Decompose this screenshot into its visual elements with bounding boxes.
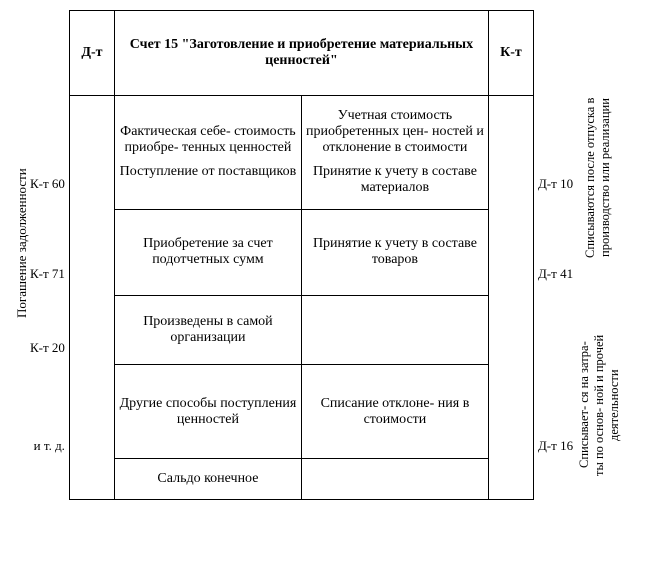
kt-column-spacer — [488, 95, 533, 499]
debit-cell-1: Приобретение за счет подотчетных сумм — [114, 210, 301, 296]
right-code-1: Д-т 41 — [538, 198, 573, 288]
left-code-0: К-т 60 — [30, 80, 65, 198]
credit-cell-0-bot: Принятие к учету в составе материалов — [302, 160, 488, 200]
right-vertical-lower: Списывает- ся на затра- ты по основ- ной… — [577, 334, 622, 476]
header-title: Счет 15 "Заготовление и приобретение мат… — [114, 11, 488, 96]
right-vertical-upper: Списываются после отпуска в производство… — [577, 80, 619, 276]
credit-cell-3: Списание отклоне- ния в стоимости — [301, 365, 488, 459]
credit-cell-0-top: Учетная стоимость приобретенных цен- нос… — [302, 104, 488, 160]
left-code-2: К-т 20 — [30, 288, 65, 362]
left-code-1: К-т 71 — [30, 198, 65, 288]
left-code-3: и т. д. — [34, 362, 65, 460]
credit-cell-0: Учетная стоимость приобретенных цен- нос… — [301, 95, 488, 209]
dt-column-spacer — [69, 95, 114, 499]
credit-cell-1: Принятие к учету в составе товаров — [301, 210, 488, 296]
debit-cell-3: Другие способы поступления ценностей — [114, 365, 301, 459]
left-vertical-label: Погашение задолженности — [10, 10, 30, 476]
right-code-0: Д-т 10 — [538, 80, 573, 198]
right-vertical-labels: Списываются после отпуска в производство… — [573, 10, 622, 500]
header-kt: К-т — [488, 11, 533, 96]
footer-debit: Сальдо конечное — [114, 459, 301, 500]
debit-cell-2: Произведены в самой организации — [114, 295, 301, 364]
right-codes-column: Д-т 10Д-т 41 Д-т 16 — [534, 10, 573, 500]
credit-cell-2 — [301, 295, 488, 364]
footer-credit — [301, 459, 488, 500]
account-table: Д-тСчет 15 "Заготовление и приобретение … — [69, 10, 534, 500]
debit-cell-0-top: Фактическая себе- стоимость приобре- тен… — [115, 120, 301, 160]
left-codes-column: К-т 60К-т 71К-т 20и т. д. — [30, 10, 69, 500]
right-code-3: Д-т 16 — [538, 362, 573, 460]
debit-cell-0-bot: Поступление от поставщиков — [115, 160, 301, 184]
debit-cell-0: Фактическая себе- стоимость приобре- тен… — [114, 95, 301, 209]
header-dt: Д-т — [69, 11, 114, 96]
account-scheme-sheet: Погашение задолженности К-т 60К-т 71К-т … — [10, 10, 652, 500]
right-code-2 — [538, 288, 573, 362]
